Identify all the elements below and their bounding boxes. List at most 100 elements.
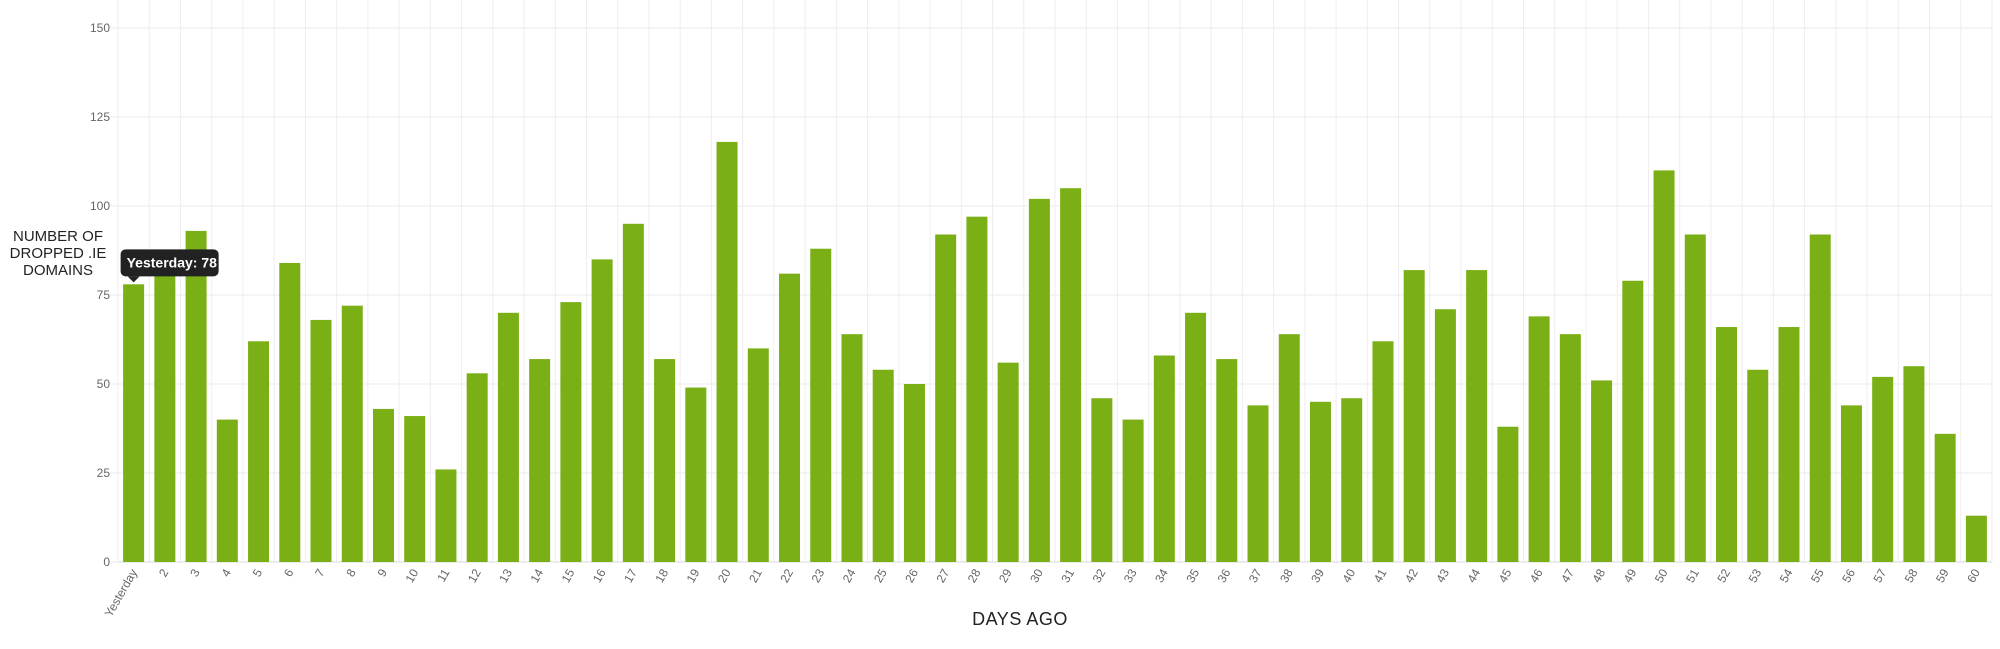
y-tick-label: 150	[90, 21, 110, 35]
x-tick-label: 43	[1433, 566, 1452, 585]
bar-51	[1684, 234, 1706, 563]
bar-24	[841, 334, 863, 562]
x-tick-label: 41	[1371, 566, 1390, 585]
bar-50	[1653, 170, 1675, 562]
bar-47	[1559, 334, 1581, 562]
y-axis-label: NUMBER OF DROPPED .IE DOMAINS	[9, 228, 107, 279]
bar-30	[1028, 198, 1050, 562]
bar-59	[1934, 433, 1956, 562]
bar-31	[1060, 188, 1082, 562]
bar-22	[779, 273, 801, 562]
bar-25	[872, 369, 894, 562]
bar-40	[1341, 398, 1363, 562]
bar-55	[1809, 234, 1831, 563]
x-tick-label: 51	[1683, 566, 1702, 585]
bar-60	[1965, 515, 1987, 562]
bar-11	[435, 469, 457, 562]
x-tick-label: 10	[403, 566, 422, 585]
bar-5	[248, 341, 270, 562]
bar-3	[185, 230, 207, 563]
bar-32	[1091, 398, 1113, 562]
x-tick-label: 44	[1464, 566, 1483, 585]
bar-37	[1247, 405, 1269, 562]
bar-19	[685, 387, 707, 562]
bar-12	[466, 373, 488, 562]
bar-6	[279, 262, 301, 562]
x-tick-label: 39	[1308, 566, 1327, 585]
x-tick-label: 47	[1558, 566, 1577, 585]
bar-53	[1747, 369, 1769, 562]
bar-2	[154, 262, 176, 562]
x-tick-label: 5	[250, 566, 266, 579]
bar-10	[404, 416, 426, 562]
bar-4	[216, 419, 238, 562]
x-tick-label: 53	[1746, 566, 1765, 585]
y-tick-label: 75	[97, 288, 111, 302]
x-tick-label: 24	[840, 566, 859, 585]
bar-57	[1872, 376, 1894, 562]
x-tick-label: 49	[1621, 566, 1640, 585]
x-tick-label: 59	[1933, 566, 1952, 585]
bar-54	[1778, 327, 1800, 562]
x-tick-label: 15	[559, 566, 578, 585]
bar-36	[1216, 359, 1238, 562]
bar-33	[1122, 419, 1144, 562]
bar-27	[935, 234, 957, 563]
x-tick-label: 57	[1870, 566, 1889, 585]
x-tick-label: 29	[996, 566, 1015, 585]
bar-21	[747, 348, 769, 562]
x-tick-label: 26	[902, 566, 921, 585]
x-tick-label: 9	[375, 566, 391, 579]
x-tick-label: 21	[746, 566, 765, 585]
x-tick-label: 35	[1183, 566, 1202, 585]
y-tick-label: 100	[90, 199, 110, 213]
bar-35	[1185, 312, 1207, 562]
x-tick-label: 37	[1246, 566, 1265, 585]
x-tick-label: 28	[965, 566, 984, 585]
y-tick-label: 125	[90, 110, 110, 124]
x-tick-label: 11	[434, 566, 453, 584]
x-tick-label: 7	[312, 566, 328, 579]
x-tick-label: 4	[218, 566, 234, 579]
x-tick-label: 22	[777, 566, 796, 585]
x-tick-label: 45	[1496, 566, 1515, 585]
x-tick-label: 48	[1589, 566, 1608, 585]
bar-18	[654, 359, 676, 562]
x-tick-label: 38	[1277, 566, 1296, 585]
tooltip-box	[120, 249, 219, 277]
x-tick-label: 31	[1058, 566, 1077, 585]
x-tick-label: 42	[1402, 566, 1421, 585]
x-tick-label: 8	[343, 566, 359, 579]
bar-14	[529, 359, 551, 562]
y-tick-label: 25	[97, 466, 111, 480]
x-tick-label: 46	[1527, 566, 1546, 585]
bar-29	[997, 362, 1019, 562]
x-axis-label: DAYS AGO	[972, 609, 1068, 629]
bar-48	[1591, 380, 1613, 562]
x-tick-label: 16	[590, 566, 609, 585]
x-tick-label: 3	[187, 566, 203, 579]
bar-15	[560, 302, 582, 562]
x-tick-label: 33	[1121, 566, 1140, 585]
bar-52	[1716, 327, 1738, 562]
y-tick-label: 0	[103, 555, 110, 569]
tooltip-pointer	[127, 276, 140, 283]
bar-20	[716, 141, 738, 563]
bar-8	[341, 305, 363, 562]
bar-13	[497, 312, 519, 562]
bar-7	[310, 319, 332, 562]
bar-28	[966, 216, 988, 562]
x-tick-label: 19	[684, 566, 703, 585]
x-tick-label: 50	[1652, 566, 1671, 585]
bar-9	[372, 408, 394, 562]
x-tick-label: 52	[1714, 566, 1733, 585]
bar-58	[1903, 366, 1925, 562]
x-tick-label: 54	[1777, 566, 1796, 585]
x-tick-label: 17	[621, 566, 640, 585]
bar-49	[1622, 280, 1644, 562]
y-tick-label: 50	[97, 377, 111, 391]
x-tick-label: 36	[1215, 566, 1234, 585]
x-tick-label: 32	[1090, 566, 1109, 585]
x-tick-label: 27	[933, 566, 952, 585]
